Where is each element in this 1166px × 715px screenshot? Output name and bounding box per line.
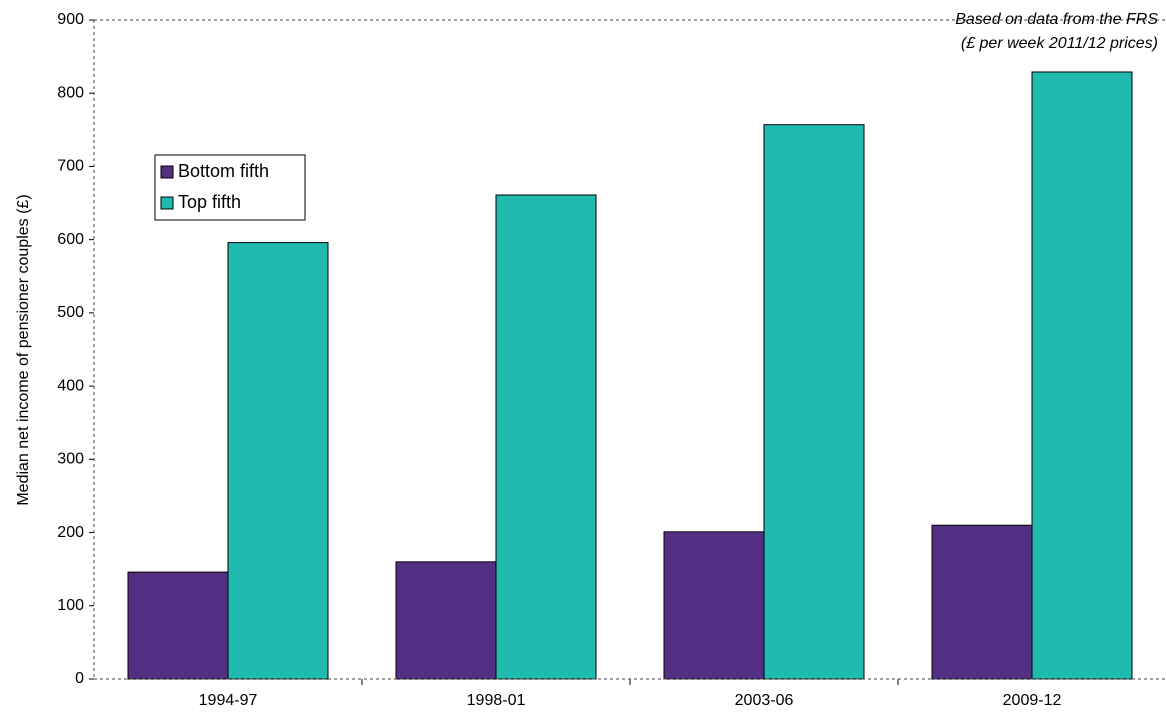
- x-tick-label: 1998-01: [467, 692, 526, 709]
- y-tick-label: 400: [57, 377, 84, 394]
- y-tick-label: 500: [57, 304, 84, 321]
- legend-box: [154, 154, 306, 221]
- bar: [763, 124, 865, 680]
- y-tick-label: 900: [57, 11, 84, 28]
- legend-label: Top fifth: [178, 192, 241, 212]
- y-tick-label: 0: [75, 670, 84, 687]
- y-tick-label: 700: [57, 158, 84, 175]
- bar: [395, 561, 497, 680]
- y-tick-label: 300: [57, 451, 84, 468]
- annotation: Based on data from the FRS: [955, 11, 1158, 28]
- y-tick-label: 800: [57, 84, 84, 101]
- y-tick-label: 100: [57, 597, 84, 614]
- bar: [127, 571, 229, 680]
- bar: [931, 524, 1033, 680]
- y-tick-label: 600: [57, 231, 84, 248]
- bar: [663, 531, 765, 680]
- x-tick-label: 2003-06: [735, 692, 794, 709]
- legend-label: Bottom fifth: [178, 161, 269, 181]
- legend-swatch: [160, 165, 174, 179]
- bar: [495, 194, 597, 680]
- y-tick-label: 200: [57, 524, 84, 541]
- y-axis-label: Median net income of pensioner couples (…: [15, 194, 32, 505]
- legend-swatch: [160, 196, 174, 210]
- x-tick-label: 1994-97: [199, 692, 258, 709]
- bar: [1031, 71, 1133, 680]
- bar: [227, 242, 329, 680]
- annotation: (£ per week 2011/12 prices): [961, 35, 1158, 52]
- x-tick-label: 2009-12: [1003, 692, 1062, 709]
